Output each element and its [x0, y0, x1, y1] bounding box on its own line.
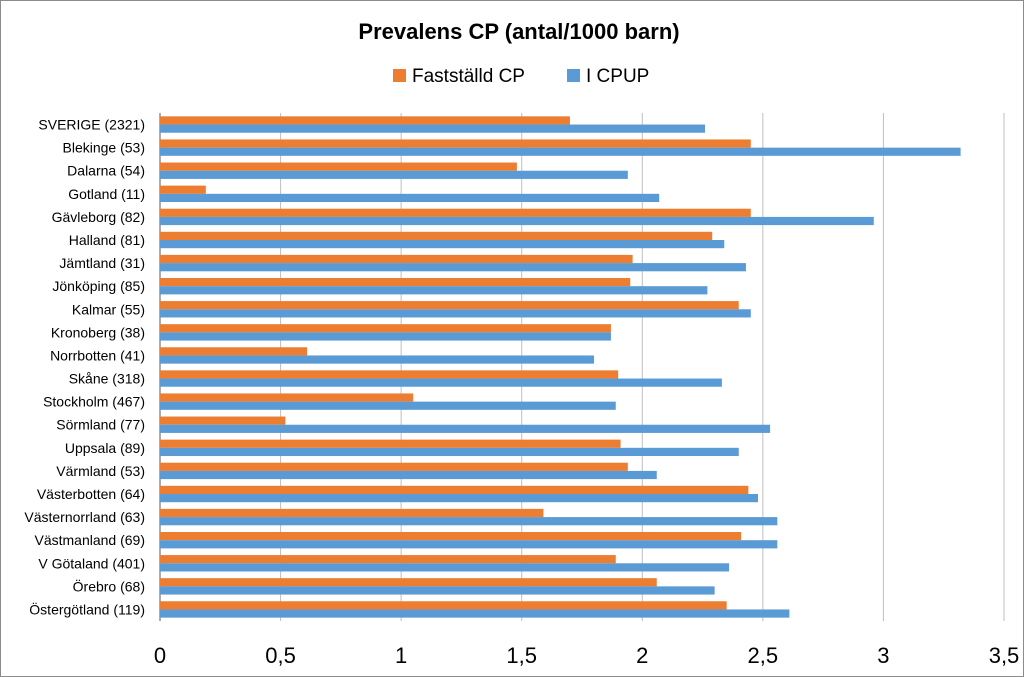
- category-label: Östergötland (119): [29, 600, 145, 617]
- bar-faststalld-cp: [160, 254, 633, 264]
- bar-faststalld-cp: [160, 370, 619, 379]
- category-label: Skåne (318): [69, 371, 145, 387]
- bar-i-cpup: [160, 540, 778, 549]
- category-label: Gävleborg (82): [52, 209, 145, 225]
- bar-i-cpup: [160, 586, 715, 595]
- bar-faststalld-cp: [160, 508, 544, 518]
- bar-faststalld-cp: [160, 208, 751, 217]
- bar-faststalld-cp: [160, 347, 308, 356]
- x-tick-label: 2,5: [748, 643, 779, 668]
- chart-title: Prevalens CP (antal/1000 barn): [358, 19, 679, 44]
- category-label: Jämtland (31): [59, 255, 145, 271]
- legend-label: Fastställd CP: [412, 66, 525, 87]
- bar-faststalld-cp: [160, 301, 739, 310]
- category-label: Dalarna (54): [67, 163, 145, 179]
- bar-i-cpup: [160, 609, 790, 618]
- bar-i-cpup: [160, 332, 611, 341]
- category-label: SVERIGE (2321): [38, 117, 145, 133]
- bar-i-cpup: [160, 401, 616, 410]
- category-label: Västmanland (69): [34, 532, 145, 548]
- bar-faststalld-cp: [160, 485, 749, 494]
- bar-faststalld-cp: [160, 531, 742, 541]
- category-label: Gotland (11): [68, 186, 145, 202]
- bar-i-cpup: [160, 170, 628, 179]
- bar-i-cpup: [160, 240, 725, 249]
- category-label: Kalmar (55): [72, 301, 145, 317]
- bar-i-cpup: [160, 124, 705, 133]
- bar-faststalld-cp: [160, 578, 657, 587]
- category-label: Jönköping (85): [52, 278, 145, 294]
- bar-i-cpup: [160, 470, 657, 480]
- bar-i-cpup: [160, 147, 961, 156]
- x-tick-label: 1,5: [506, 643, 537, 668]
- bar-faststalld-cp: [160, 416, 286, 425]
- legend: Fastställd CP I CPUP: [393, 66, 649, 87]
- bar-i-cpup: [160, 424, 771, 433]
- bar-i-cpup: [160, 563, 730, 572]
- category-label: V Götaland (401): [38, 555, 145, 571]
- category-label: Halland (81): [69, 232, 145, 248]
- x-tick-labels: 0 0,5 1 1,5 2 2,5 3 3,5: [154, 643, 1019, 668]
- category-label: Norrbotten (41): [50, 347, 145, 363]
- category-label: Blekinge (53): [63, 140, 146, 156]
- category-label: Västerbotten (64): [37, 486, 145, 502]
- category-labels: SVERIGE (2321) Blekinge (53) Dalarna (54) G…: [24, 117, 145, 618]
- bar-faststalld-cp: [160, 139, 751, 148]
- legend-swatch: [567, 69, 580, 82]
- bar-faststalld-cp: [160, 185, 206, 194]
- bar-faststalld-cp: [160, 231, 713, 240]
- legend-label: I CPUP: [586, 66, 649, 87]
- bar-i-cpup: [160, 286, 708, 295]
- x-tick-label: 3: [877, 643, 889, 668]
- bar-faststalld-cp: [160, 324, 611, 333]
- category-label: Sörmland (77): [56, 417, 145, 433]
- bars: [160, 116, 961, 618]
- bar-faststalld-cp: [160, 601, 727, 610]
- category-label: Stockholm (467): [43, 394, 145, 410]
- bar-i-cpup: [160, 378, 722, 387]
- category-label: Uppsala (89): [65, 440, 145, 456]
- bar-faststalld-cp: [160, 439, 621, 448]
- category-label: Värmland (53): [56, 463, 145, 479]
- bar-faststalld-cp: [160, 555, 616, 564]
- bar-i-cpup: [160, 216, 874, 226]
- bar-faststalld-cp: [160, 393, 414, 402]
- x-tick-label: 2: [636, 643, 648, 668]
- category-label: Västernorrland (63): [24, 509, 145, 525]
- bar-i-cpup: [160, 193, 660, 203]
- bar-i-cpup: [160, 263, 746, 272]
- x-tick-label: 0,5: [265, 643, 296, 668]
- bar-faststalld-cp: [160, 162, 517, 171]
- bar-i-cpup: [160, 355, 595, 364]
- bar-i-cpup: [160, 447, 739, 457]
- bar-i-cpup: [160, 494, 759, 503]
- category-label: Örebro (68): [73, 577, 145, 594]
- bar-i-cpup: [160, 309, 751, 318]
- x-tick-label: 0: [154, 643, 166, 668]
- bar-i-cpup: [160, 517, 778, 526]
- x-tick-label: 3,5: [989, 643, 1020, 668]
- bar-faststalld-cp: [160, 462, 628, 471]
- legend-swatch: [393, 69, 406, 82]
- category-label: Kronoberg (38): [51, 324, 145, 340]
- bar-faststalld-cp: [160, 277, 631, 287]
- bar-faststalld-cp: [160, 116, 570, 125]
- x-tick-label: 1: [395, 643, 407, 668]
